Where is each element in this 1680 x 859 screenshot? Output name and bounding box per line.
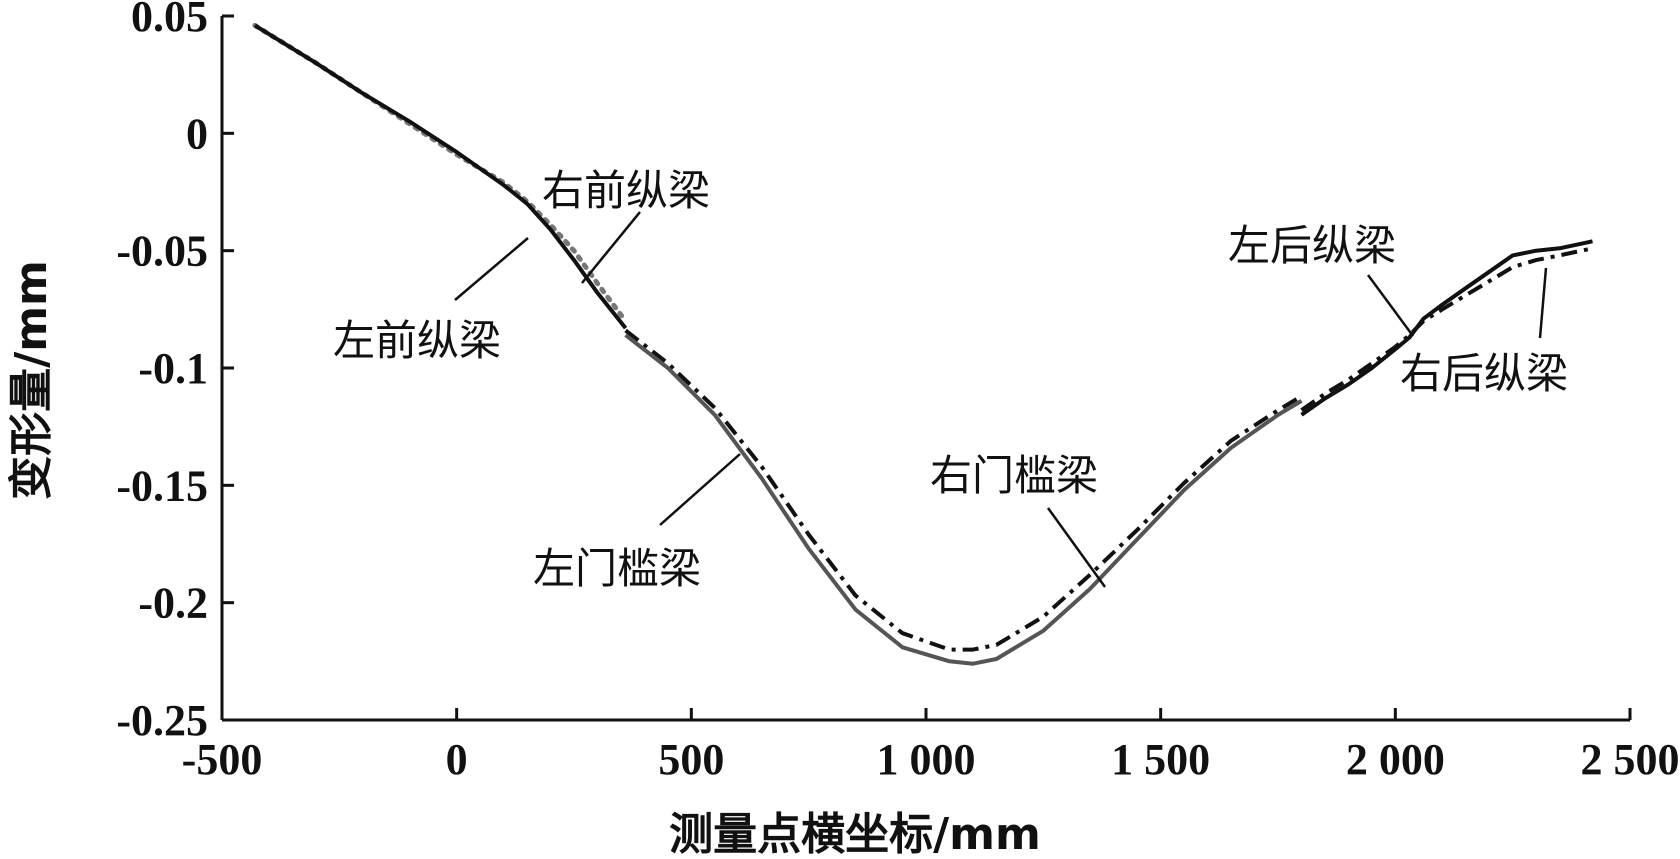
x-tick-label: 1 000: [877, 735, 976, 784]
y-tick-label: -0.2: [138, 579, 208, 628]
leader-left-rear-rail: [1366, 274, 1415, 337]
x-tick-label: -500: [182, 735, 263, 784]
annotation-labels: 右前纵梁 左前纵梁 左门槛梁 右门槛梁 左后纵梁 右后纵梁: [333, 166, 1568, 593]
x-tick-label: 1 500: [1111, 735, 1210, 784]
series-line-6: [1300, 246, 1593, 412]
y-tick-label: -0.1: [138, 344, 208, 393]
series-line-4: [624, 328, 1303, 652]
leader-right-sill: [1046, 507, 1107, 588]
anno-right-sill: 右门槛梁: [930, 451, 1098, 500]
y-tick-label: -0.15: [116, 461, 208, 510]
series-layer: [252, 22, 1593, 666]
leader-right-front-rail: [581, 211, 641, 284]
anno-left-front-rail: 左前纵梁: [333, 316, 501, 365]
series-line-3: [624, 333, 1303, 666]
y-tick-label: -0.05: [116, 227, 208, 276]
x-tick-label: 2 500: [1581, 735, 1680, 784]
y-tick-label: 0: [186, 109, 208, 158]
y-tick-label: -0.25: [116, 696, 208, 745]
series-line-5: [1300, 239, 1593, 417]
anno-left-rear-rail: 左后纵梁: [1228, 221, 1396, 270]
x-axis-title: 测量点横坐标/mm: [669, 809, 1041, 859]
anno-right-rear-rail: 右后纵梁: [1400, 349, 1568, 398]
y-axis-title: 变形量/mm: [6, 260, 57, 500]
ticks-layer: -500 0 500 1 000 1 500 2 000 2 500 0.05 0 -0.05 -0…: [116, 0, 1679, 784]
anno-left-sill: 左门槛梁: [533, 544, 701, 593]
x-tick-label: 2 000: [1346, 735, 1445, 784]
leader-left-sill: [659, 453, 741, 526]
leader-right-rear-rail: [1538, 267, 1548, 339]
x-tick-label: 0: [446, 735, 468, 784]
series-line-1: [253, 23, 628, 330]
x-tick-label: 500: [658, 735, 724, 784]
annotation-leaders: [454, 211, 1548, 588]
leader-left-front-rail: [454, 237, 529, 301]
anno-right-front-rail: 右前纵梁: [542, 166, 710, 215]
y-tick-label: 0.05: [131, 0, 208, 41]
